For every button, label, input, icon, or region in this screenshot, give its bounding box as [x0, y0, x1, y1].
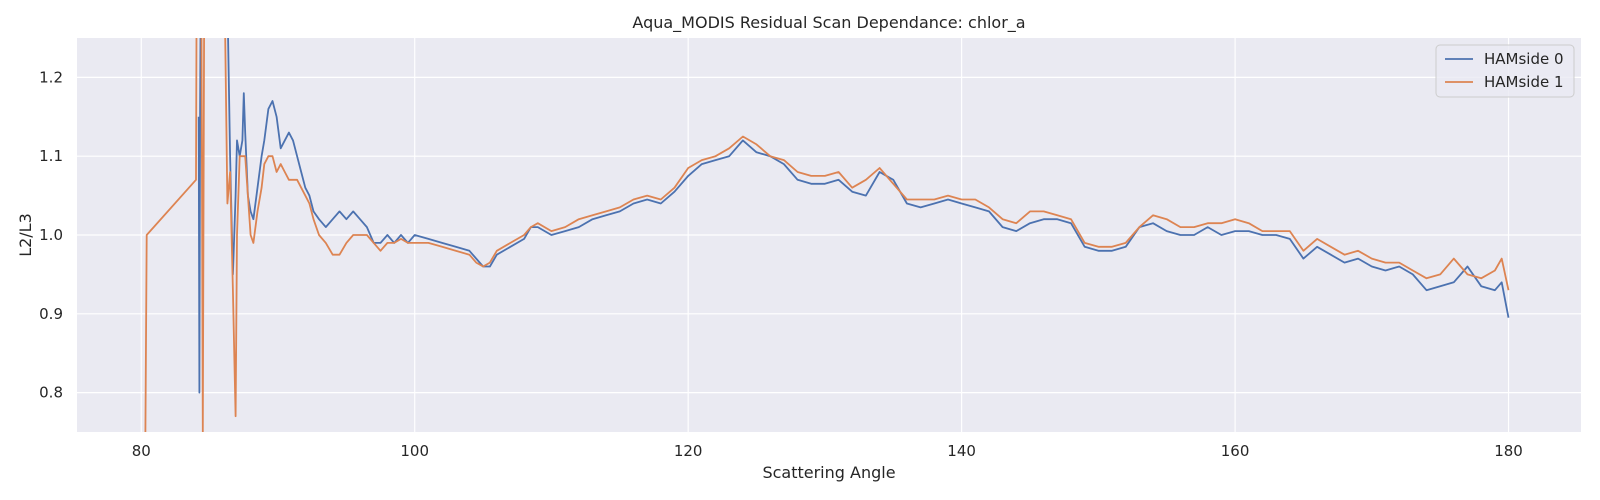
x-tick-label: 160	[1221, 442, 1250, 460]
x-axis-label: Scattering Angle	[762, 463, 895, 482]
legend: HAMside 0 HAMside 1	[1435, 44, 1575, 98]
y-axis-label: L2/L3	[16, 213, 35, 257]
x-tick-label: 140	[947, 442, 976, 460]
y-tick-label: 0.9	[39, 305, 63, 323]
x-tick-label: 100	[400, 442, 429, 460]
x-tick-label: 80	[132, 442, 151, 460]
x-tick-labels: 80 100 120 140 160 180	[132, 442, 1523, 460]
y-tick-label: 1.1	[39, 147, 63, 165]
chart-title: Aqua_MODIS Residual Scan Dependance: chl…	[632, 13, 1025, 33]
y-tick-label: 0.8	[39, 384, 63, 402]
x-tick-label: 180	[1494, 442, 1523, 460]
series-line-hamside-1	[144, 38, 1510, 432]
y-tick-label: 1.2	[39, 68, 63, 86]
legend-box	[1435, 44, 1575, 98]
x-tick-label: 120	[674, 442, 703, 460]
legend-label-hamside-0: HAMside 0	[1484, 50, 1564, 68]
y-tick-labels: 0.8 0.9 1.0 1.1 1.2	[39, 68, 63, 401]
grid	[77, 38, 1581, 432]
y-tick-label: 1.0	[39, 226, 63, 244]
series-line-hamside-0	[197, 38, 1510, 394]
legend-label-hamside-1: HAMside 1	[1484, 73, 1564, 91]
series-lines	[144, 38, 1510, 432]
